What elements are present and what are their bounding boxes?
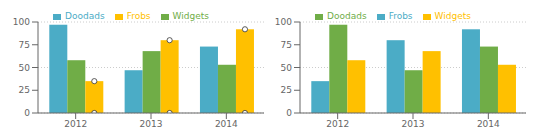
svg-text:75: 75	[19, 40, 30, 50]
svg-text:2013: 2013	[140, 119, 163, 129]
svg-text:0: 0	[24, 108, 30, 118]
svg-text:2014: 2014	[215, 119, 238, 129]
html-text:Frobs: Frobs	[126, 11, 151, 21]
svg-text:100: 100	[13, 17, 30, 27]
html-text:Doodads: Doodads	[327, 11, 367, 21]
svg-text:50: 50	[281, 63, 293, 73]
svg-text:2014: 2014	[477, 119, 500, 129]
svg-text:100: 100	[275, 17, 292, 27]
svg-text:25: 25	[19, 85, 30, 95]
svg-text:50: 50	[19, 63, 31, 73]
svg-text:2013: 2013	[402, 119, 425, 129]
html-text:Frobs: Frobs	[388, 11, 413, 21]
html-text:Widgets: Widgets	[172, 11, 209, 21]
svg-text:75: 75	[281, 40, 292, 50]
svg-text:2012: 2012	[64, 119, 87, 129]
svg-text:2012: 2012	[326, 119, 349, 129]
html-text:Doodads: Doodads	[65, 11, 105, 21]
html-text:Widgets: Widgets	[434, 11, 471, 21]
svg-text:25: 25	[281, 85, 292, 95]
svg-text:0: 0	[286, 108, 292, 118]
